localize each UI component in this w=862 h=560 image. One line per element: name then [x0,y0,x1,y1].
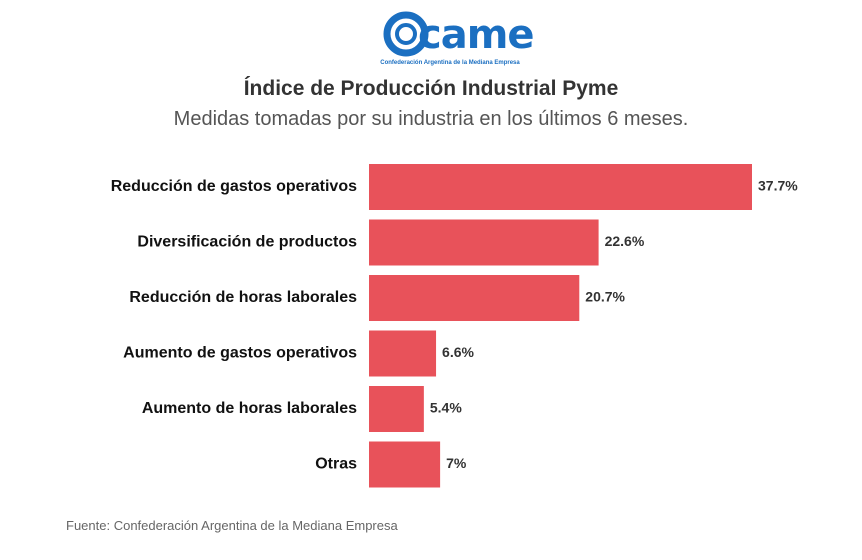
category-label: Aumento de gastos operativos [123,345,357,362]
chart-subtitle: Medidas tomadas por su industria en los … [173,108,689,130]
category-label: Aumento de horas laborales [142,400,357,417]
bar [369,386,424,432]
bar [369,330,437,377]
value-label: 22.6% [605,233,645,249]
bar [369,275,580,321]
came-logo-mark [383,11,429,57]
chart-title: Índice de Producción Industrial Pyme [243,77,619,100]
value-label: 5.4% [430,400,462,416]
value-label: 20.7% [585,289,625,305]
bar [369,441,441,488]
value-label: 6.6% [442,344,474,360]
came-logo: came Confederación Argentina de la Media… [0,8,862,74]
category-label: Diversificación de productos [137,234,357,251]
value-label: 37.7% [758,178,798,194]
source-note: Fuente: Confederación Argentina de la Me… [66,518,398,533]
bar [369,164,752,210]
category-label: Otras [315,456,357,473]
category-label: Reducción de horas laborales [129,289,357,306]
logo-wordmark: came [418,12,535,58]
bar [369,219,599,266]
category-label: Reducción de gastos operativos [111,178,357,195]
value-label: 7% [446,455,467,471]
bar-chart: Reducción de gastos operativos 37.7% Diver… [111,164,798,488]
logo-tagline: Confederación Argentina de la Mediana Em… [380,60,520,66]
